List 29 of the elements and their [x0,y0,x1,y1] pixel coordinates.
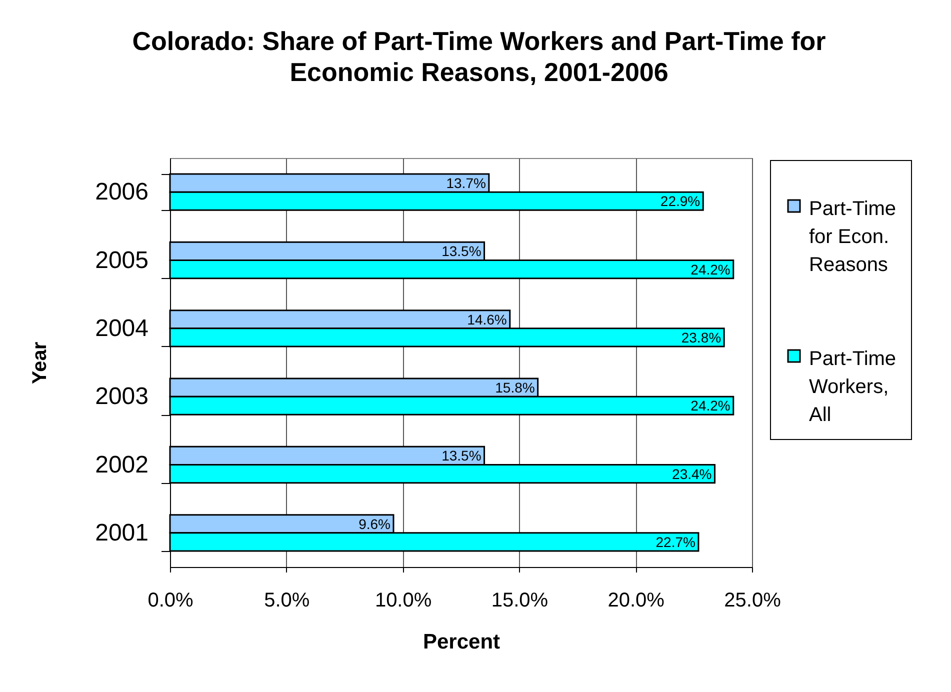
data-label: 23.8% [681,329,722,346]
data-label: 24.2% [690,398,730,414]
data-label: 13.5% [442,243,482,260]
y-tick-label: 2005 [95,246,148,274]
data-label: 22.9% [660,193,700,210]
data-label: 13.7% [446,175,486,192]
y-tick-label: 2003 [95,383,148,410]
y-tick-label: 2001 [95,519,148,546]
x-axis-title: Percent [422,630,500,654]
data-label: 24.2% [690,261,730,278]
legend-label: Part-Time for Econ. Reasons [809,198,896,276]
y-tick-label: 2004 [95,314,148,342]
data-label: 22.7% [656,534,696,550]
x-tick-label: 0.0% [148,590,194,612]
data-label: 15.8% [495,380,535,396]
x-tick-label: 20.0% [608,590,665,612]
y-tick-label: 2006 [95,178,148,206]
x-tick-label: 10.0% [374,590,432,612]
data-label: 14.6% [467,311,507,328]
legend-label: Part-Time Workers, All [809,348,896,426]
x-tick-label: 5.0% [264,590,310,612]
y-tick-label: 2002 [95,451,148,478]
y-axis-title: Year [29,342,52,384]
data-label: 9.6% [358,516,390,532]
x-tick-label: 15.0% [491,590,548,612]
chart-title: Colorado: Share of Part-Time Workers and Part-Time for Economic Reasons, 2001-2006 [132,26,826,87]
data-label: 13.5% [442,448,482,464]
data-label: 23.4% [672,466,712,482]
x-tick-label: 25.0% [724,590,782,612]
